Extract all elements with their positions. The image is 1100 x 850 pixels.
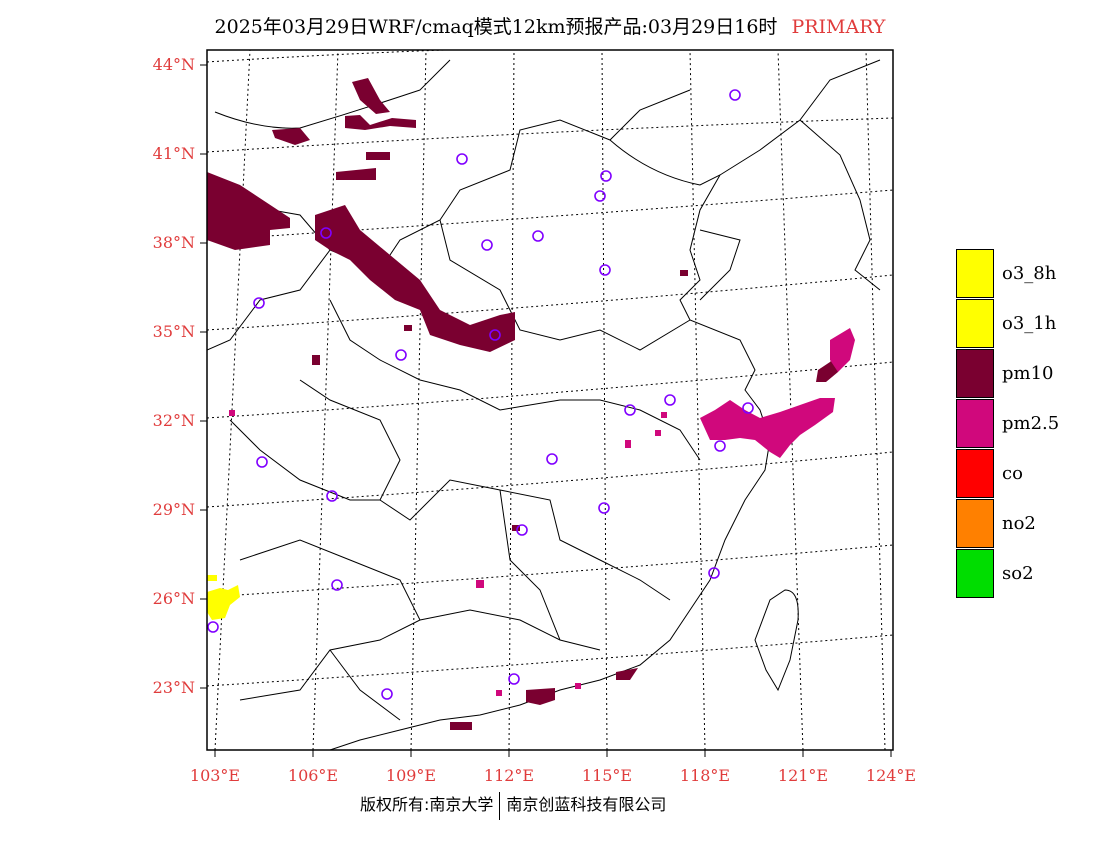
- pollutant-legend: o3_8h o3_1h pm10 pm2.5 co no2 so2: [956, 249, 1086, 599]
- longitude-gridlines: [214, 50, 886, 750]
- lat-label-38: 38°N: [152, 233, 195, 252]
- pm25-areas: [229, 328, 855, 696]
- lon-label-106: 106°E: [287, 766, 339, 785]
- legend-label: no2: [1002, 513, 1036, 534]
- lat-label-29: 29°N: [152, 500, 195, 519]
- legend-swatch: [956, 299, 994, 348]
- lon-label-112: 112°E: [483, 766, 535, 785]
- station-markers: [207, 89, 754, 700]
- legend-item-o3-8h: o3_8h: [956, 249, 1086, 299]
- legend-item-pm10: pm10: [956, 349, 1086, 399]
- copyright-notice: 版权所有:南京大学 南京创蓝科技有限公司: [360, 791, 666, 820]
- latitude-gridlines: [207, 50, 893, 687]
- legend-item-so2: so2: [956, 549, 1086, 599]
- legend-swatch: [956, 399, 994, 448]
- copyright-owner: 版权所有:南京大学: [360, 795, 494, 814]
- copyright-company: 南京创蓝科技有限公司: [506, 795, 667, 814]
- lat-label-32: 32°N: [152, 411, 195, 430]
- legend-label: so2: [1002, 563, 1034, 584]
- legend-swatch: [956, 449, 994, 498]
- lon-label-109: 109°E: [385, 766, 437, 785]
- lon-label-115: 115°E: [581, 766, 633, 785]
- boundary-lines: [207, 59, 881, 750]
- lat-label-26: 26°N: [152, 589, 195, 608]
- legend-label: co: [1002, 463, 1023, 484]
- legend-swatch: [956, 549, 994, 598]
- legend-label: pm10: [1002, 363, 1054, 384]
- tick-marks: [200, 64, 892, 757]
- legend-item-pm25: pm2.5: [956, 399, 1086, 449]
- legend-item-no2: no2: [956, 499, 1086, 549]
- o3-areas: [207, 575, 240, 620]
- legend-item-o3-1h: o3_1h: [956, 299, 1086, 349]
- lon-label-118: 118°E: [679, 766, 731, 785]
- title-badge: PRIMARY: [791, 16, 886, 38]
- lat-label-44: 44°N: [152, 55, 195, 74]
- pm10-areas: [207, 78, 840, 730]
- lon-label-124: 124°E: [865, 766, 917, 785]
- lat-label-41: 41°N: [152, 144, 195, 163]
- map-frame: [206, 49, 894, 751]
- legend-swatch: [956, 349, 994, 398]
- legend-swatch: [956, 499, 994, 548]
- legend-swatch: [956, 249, 994, 298]
- legend-label: o3_8h: [1002, 263, 1057, 284]
- lat-label-23: 23°N: [152, 678, 195, 697]
- lat-label-35: 35°N: [152, 322, 195, 341]
- copyright-divider: [499, 791, 501, 820]
- legend-label: pm2.5: [1002, 413, 1060, 434]
- legend-item-co: co: [956, 449, 1086, 499]
- legend-label: o3_1h: [1002, 313, 1057, 334]
- map-title: 2025年03月29日WRF/cmaq模式12km预报产品:03月29日16时 P…: [0, 12, 1100, 39]
- title-main: 2025年03月29日WRF/cmaq模式12km预报产品:03月29日16时: [214, 16, 778, 38]
- lon-label-121: 121°E: [777, 766, 829, 785]
- lon-label-103: 103°E: [189, 766, 241, 785]
